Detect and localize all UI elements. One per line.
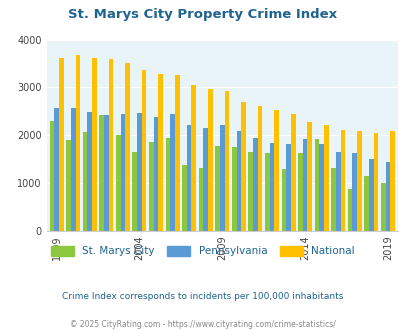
Bar [99,115,104,231]
Bar [269,144,274,231]
Bar [252,138,257,231]
Bar [231,147,236,231]
Bar [264,153,269,231]
Bar [368,159,373,231]
Bar [290,114,295,231]
Bar [224,91,229,231]
Bar [137,113,141,231]
Bar [132,152,137,231]
Bar [335,151,340,231]
Bar [198,168,203,231]
Bar [66,140,71,231]
Bar [125,63,130,231]
Bar [257,106,262,231]
Bar [220,125,224,231]
Bar [49,121,54,231]
Bar [302,139,307,231]
Bar [248,152,252,231]
Bar [182,165,186,231]
Bar [149,142,153,231]
Bar [356,131,361,231]
Bar [104,115,109,231]
Bar [286,144,290,231]
Legend: St. Marys City, Pennsylvania, National: St. Marys City, Pennsylvania, National [47,242,358,260]
Bar [141,70,146,231]
Bar [92,58,96,231]
Bar [347,189,352,231]
Bar [215,146,220,231]
Text: St. Marys City Property Crime Index: St. Marys City Property Crime Index [68,8,337,21]
Bar [191,84,196,231]
Bar [207,89,212,231]
Bar [165,138,170,231]
Bar [314,139,319,231]
Text: © 2025 CityRating.com - https://www.cityrating.com/crime-statistics/: © 2025 CityRating.com - https://www.city… [70,320,335,329]
Bar [120,114,125,231]
Bar [389,130,394,231]
Bar [203,128,207,231]
Bar [170,114,175,231]
Bar [373,133,377,231]
Bar [116,135,120,231]
Bar [75,55,80,231]
Bar [281,169,286,231]
Bar [323,125,328,231]
Bar [319,144,323,231]
Bar [340,130,344,231]
Bar [385,162,389,231]
Bar [330,168,335,231]
Bar [153,117,158,231]
Bar [186,125,191,231]
Bar [59,58,64,231]
Bar [54,108,59,231]
Bar [241,102,245,231]
Bar [87,112,92,231]
Bar [274,111,278,231]
Bar [175,76,179,231]
Bar [83,132,87,231]
Bar [307,122,311,231]
Bar [158,74,162,231]
Bar [236,131,241,231]
Bar [71,108,75,231]
Bar [109,59,113,231]
Bar [364,176,368,231]
Bar [352,152,356,231]
Bar [380,183,385,231]
Bar [297,152,302,231]
Text: Crime Index corresponds to incidents per 100,000 inhabitants: Crime Index corresponds to incidents per… [62,292,343,301]
